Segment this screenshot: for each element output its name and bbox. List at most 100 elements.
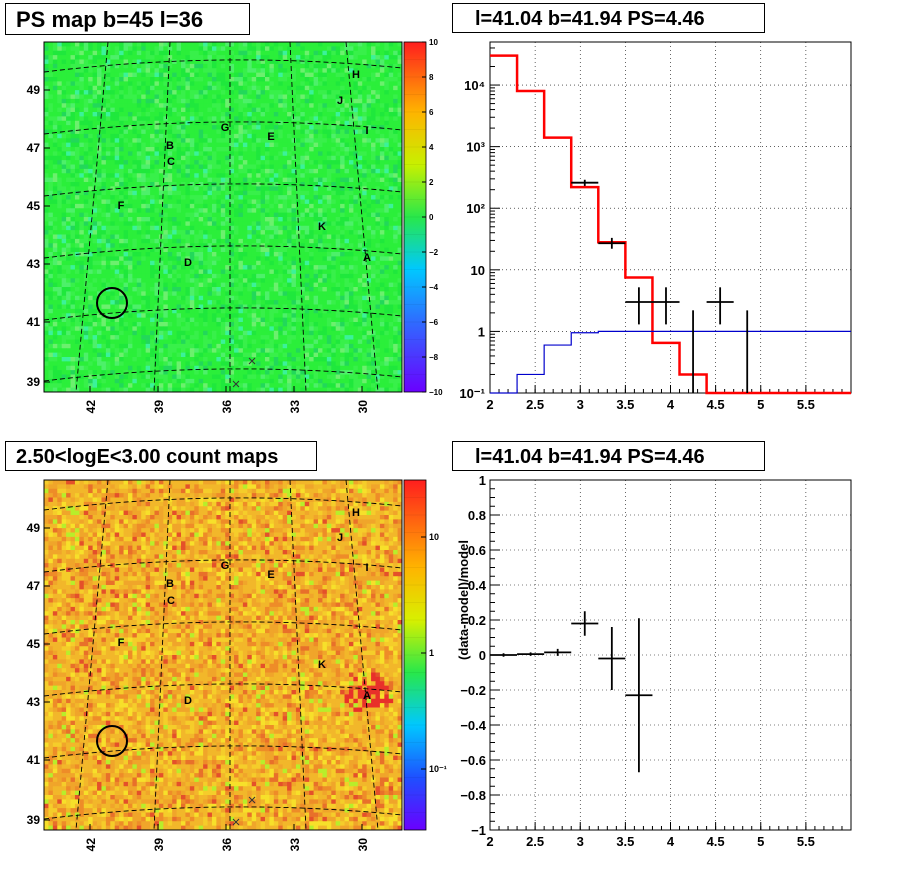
map-pixel xyxy=(181,269,186,275)
map-pixel xyxy=(256,203,261,209)
map-pixel xyxy=(388,173,394,179)
map-pixel xyxy=(353,273,359,279)
map-pixel xyxy=(189,133,195,139)
map-pixel xyxy=(225,120,231,126)
map-pixel xyxy=(119,112,124,117)
map-pixel xyxy=(172,85,177,91)
map-pixel xyxy=(150,247,155,253)
map-pixel xyxy=(331,273,337,279)
map-pixel xyxy=(384,230,390,235)
map-pixel xyxy=(88,173,94,179)
map-pixel xyxy=(52,129,58,135)
map-pixel xyxy=(194,304,200,310)
map-pixel xyxy=(141,59,147,65)
map-pixel xyxy=(295,147,301,152)
map-pixel xyxy=(57,282,63,288)
map-pixel xyxy=(114,265,120,270)
map-pixel xyxy=(295,173,301,179)
map-pixel xyxy=(154,155,160,161)
map-pixel xyxy=(313,81,319,87)
map-pixel xyxy=(83,225,89,231)
map-pixel xyxy=(393,168,398,174)
map-pixel xyxy=(309,182,315,187)
map-pixel xyxy=(397,133,403,139)
map-pixel xyxy=(158,77,164,82)
map-pixel xyxy=(397,221,403,227)
map-pixel xyxy=(92,212,98,218)
map-pixel xyxy=(123,129,129,135)
map-pixel xyxy=(110,243,116,249)
map-pixel xyxy=(273,151,279,157)
map-pixel xyxy=(234,116,239,122)
map-pixel xyxy=(251,252,257,257)
map-pixel xyxy=(114,238,120,244)
map-pixel xyxy=(295,90,301,95)
map-pixel xyxy=(291,208,297,214)
map-pixel xyxy=(181,155,186,161)
map-pixel xyxy=(375,217,381,222)
map-pixel xyxy=(357,295,363,301)
map-pixel xyxy=(366,90,372,95)
map-pixel xyxy=(313,234,319,240)
map-pixel xyxy=(185,273,191,279)
map-pixel xyxy=(136,238,142,244)
map-pixel xyxy=(119,269,124,275)
map-pixel xyxy=(300,151,306,157)
map-pixel xyxy=(287,230,292,235)
map-pixel xyxy=(97,260,102,266)
map-pixel xyxy=(44,291,49,297)
map-pixel xyxy=(379,116,385,122)
map-pixel xyxy=(52,186,58,192)
map-pixel xyxy=(163,85,169,91)
map-pixel xyxy=(101,260,107,266)
map-pixel xyxy=(119,125,124,130)
map-pixel xyxy=(256,63,261,69)
map-pixel xyxy=(194,199,200,205)
map-pixel xyxy=(379,186,385,192)
map-pixel xyxy=(291,225,297,231)
map-pixel xyxy=(388,125,394,130)
map-pixel xyxy=(167,247,173,253)
map-pixel xyxy=(229,308,235,314)
map-pixel xyxy=(61,151,67,157)
map-pixel xyxy=(234,168,239,174)
map-pixel xyxy=(348,142,354,148)
map-pixel xyxy=(238,221,244,227)
map-pixel xyxy=(344,129,350,135)
map-pixel xyxy=(123,112,129,117)
map-pixel xyxy=(88,308,94,314)
map-pixel xyxy=(97,138,102,144)
map-pixel xyxy=(393,199,398,205)
map-pixel xyxy=(256,50,261,56)
map-pixel xyxy=(300,168,306,174)
map-pixel xyxy=(291,256,297,262)
map-pixel xyxy=(291,138,297,144)
map-pixel xyxy=(366,81,372,87)
map-pixel xyxy=(366,173,372,179)
map-pixel xyxy=(384,50,390,56)
map-pixel xyxy=(203,168,208,174)
map-pixel xyxy=(384,85,390,91)
map-pixel xyxy=(278,72,284,78)
map-pixel xyxy=(384,173,390,179)
map-pixel xyxy=(88,260,94,266)
map-pixel xyxy=(300,112,306,117)
map-pixel xyxy=(229,269,235,275)
map-pixel xyxy=(203,42,208,47)
map-pixel xyxy=(52,295,58,301)
map-pixel xyxy=(136,160,142,165)
map-pixel xyxy=(264,269,270,275)
map-pixel xyxy=(318,155,323,161)
map-pixel xyxy=(79,68,85,74)
map-pixel xyxy=(141,63,147,69)
map-pixel xyxy=(225,273,231,279)
map-pixel xyxy=(207,287,213,292)
map-pixel xyxy=(348,94,354,100)
map-pixel xyxy=(309,186,315,192)
map-pixel xyxy=(97,90,102,95)
map-pixel xyxy=(397,265,403,270)
map-pixel xyxy=(172,182,177,187)
map-pixel xyxy=(282,50,288,56)
map-pixel xyxy=(287,252,292,257)
map-pixel xyxy=(304,164,310,170)
